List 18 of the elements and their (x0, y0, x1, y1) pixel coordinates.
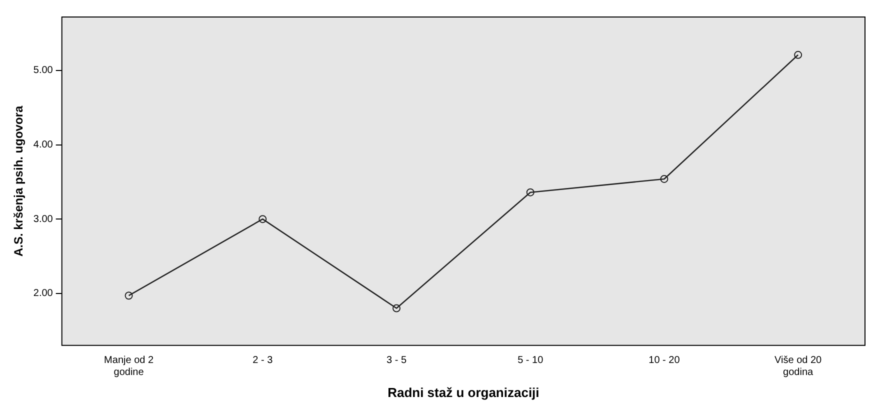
y-tick-label: 4.00 (33, 140, 54, 151)
x-axis-title: Radni staž u organizaciji (388, 384, 540, 400)
y-axis-title: A.S. kršenja psih. ugovora (12, 106, 26, 257)
point (124, 292, 133, 300)
x-tick-label: 2 - 3 (252, 355, 274, 366)
x-tick-label: Više od 20 godina (774, 355, 822, 378)
x-tick-label: 3 - 5 (386, 355, 407, 366)
y-tick-label: 3.00 (33, 214, 54, 225)
x-tick-label: Manje od 2 godine (104, 355, 154, 378)
point (526, 188, 534, 196)
point (258, 215, 267, 224)
point (392, 304, 401, 312)
x-tick-label: 5 - 10 (518, 355, 544, 366)
y-tick-label: 5.00 (33, 65, 54, 76)
y-tick-label: 2.00 (33, 288, 54, 300)
point (794, 50, 802, 59)
x-tick-label: 10 - 20 (648, 355, 680, 366)
point (660, 174, 668, 183)
